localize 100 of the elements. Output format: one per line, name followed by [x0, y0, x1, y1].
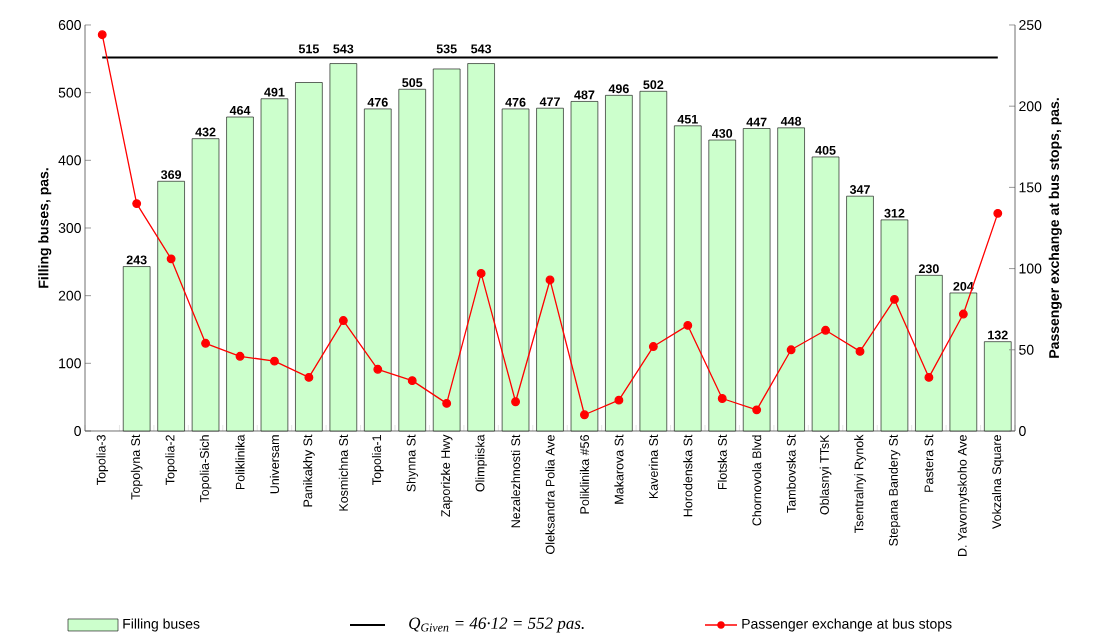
- y-tick-label: 400: [58, 155, 81, 166]
- point: [132, 199, 142, 209]
- y-tick-label: 200: [58, 290, 81, 301]
- x-tick-label: Topolia-Sich: [199, 435, 212, 503]
- data-label: 464: [229, 105, 251, 115]
- data-label: 405: [815, 145, 836, 155]
- point: [717, 394, 727, 403]
- bar: [880, 219, 909, 432]
- point: [786, 345, 796, 355]
- x-tick-label: Horodenska St: [683, 434, 693, 517]
- point: [958, 309, 968, 319]
- y-axis-title: Filling buses, pas.: [38, 168, 52, 288]
- point: [890, 295, 899, 304]
- x-tick-label: D. Yavornytskoho Ave: [957, 435, 970, 556]
- x-tick-label: Poliklinika: [235, 434, 245, 490]
- y-tick-label: 500: [58, 87, 81, 98]
- point: [821, 325, 830, 335]
- data-label: 476: [505, 97, 526, 107]
- bar: [398, 88, 426, 432]
- point: [476, 269, 486, 278]
- bar: [226, 116, 254, 432]
- x-tick-label: Universam: [269, 435, 280, 494]
- data-label: 430: [711, 128, 733, 138]
- x-tick-label: Topolia-3: [96, 435, 109, 485]
- y2-tick-label: 200: [1019, 101, 1042, 112]
- bar: [811, 156, 840, 432]
- point: [97, 30, 107, 40]
- bar: [364, 108, 392, 432]
- data-label: 447: [746, 117, 767, 127]
- point: [338, 316, 348, 325]
- data-label: 312: [884, 208, 905, 218]
- x-tick-label: Oleksandra Polia Ave: [545, 435, 555, 554]
- point: [166, 254, 176, 264]
- bar: [536, 107, 564, 432]
- data-label: 132: [988, 330, 1008, 340]
- y2-tick-label: 250: [1019, 20, 1042, 30]
- point: [545, 275, 555, 285]
- bar: [777, 127, 805, 432]
- data-label: 543: [471, 44, 492, 54]
- bar: [260, 98, 289, 432]
- point: [235, 351, 245, 361]
- data-label: 448: [780, 116, 802, 126]
- data-label: 535: [436, 44, 457, 54]
- bar: [915, 275, 943, 432]
- bar: [329, 63, 358, 432]
- y2-tick-label: 0: [1019, 426, 1026, 436]
- x-tick-label: Makarova St: [614, 434, 624, 504]
- bar: [984, 341, 1012, 432]
- x-tick-label: Topolyna St: [130, 434, 143, 500]
- x-tick-label: Panikakhy St: [303, 434, 315, 507]
- data-label: 477: [539, 97, 560, 107]
- data-label: 505: [402, 78, 423, 88]
- data-label: 476: [367, 97, 388, 107]
- point: [648, 342, 658, 351]
- point: [201, 338, 210, 348]
- y-tick-label: 300: [58, 223, 81, 233]
- data-label: 491: [264, 87, 285, 97]
- data-label: 543: [333, 44, 354, 54]
- bar: [570, 101, 599, 432]
- y2-axis-title: Passenger exchange at bus stops, pas.: [1048, 98, 1062, 358]
- x-tick-label: Stepana Bandery St: [888, 434, 901, 546]
- bar: [639, 91, 668, 432]
- y2-tick-label: 50: [1019, 344, 1034, 355]
- bar: [122, 266, 151, 432]
- point: [270, 356, 279, 366]
- point: [511, 397, 520, 407]
- point: [304, 372, 314, 382]
- y-tick-label: 100: [59, 358, 81, 369]
- bar: [467, 63, 495, 432]
- y2-tick-label: 100: [1019, 263, 1042, 274]
- x-tick-label: Olimpiiska: [475, 434, 487, 492]
- x-tick-label: Poliklinika #56: [579, 435, 590, 514]
- legend-label: Filling buses: [123, 618, 200, 632]
- bar: [949, 292, 978, 432]
- data-label: 347: [849, 185, 870, 194]
- bar: [191, 138, 220, 432]
- point: [407, 376, 417, 386]
- point: [752, 405, 762, 415]
- point: [580, 410, 589, 420]
- x-tick-label: Kosmichna St: [338, 434, 348, 511]
- legend-label: Q$_{Given}$ = 46·12 = 552 pas.: [409, 617, 584, 633]
- bar: [295, 82, 323, 432]
- x-tick-label: Shynna St: [406, 434, 419, 492]
- y-tick-label: 0: [74, 426, 81, 436]
- data-label: 515: [298, 44, 319, 54]
- bar: [432, 68, 461, 432]
- data-label: 243: [126, 255, 147, 265]
- x-tick-label: Tambovska St: [786, 434, 796, 513]
- y-tick-label: 600: [58, 20, 81, 30]
- data-label: 496: [608, 84, 629, 94]
- point: [614, 395, 624, 405]
- point: [442, 398, 452, 408]
- x-tick-label: Tsentralnyi Rynok: [854, 434, 866, 533]
- x-tick-label: Chornovola Blvd: [752, 435, 762, 526]
- point: [373, 364, 383, 374]
- data-label: 502: [643, 80, 664, 90]
- bar: [157, 181, 185, 432]
- data-label: 369: [160, 170, 182, 180]
- bar: [605, 95, 633, 432]
- x-tick-label: Pastera St: [924, 434, 934, 492]
